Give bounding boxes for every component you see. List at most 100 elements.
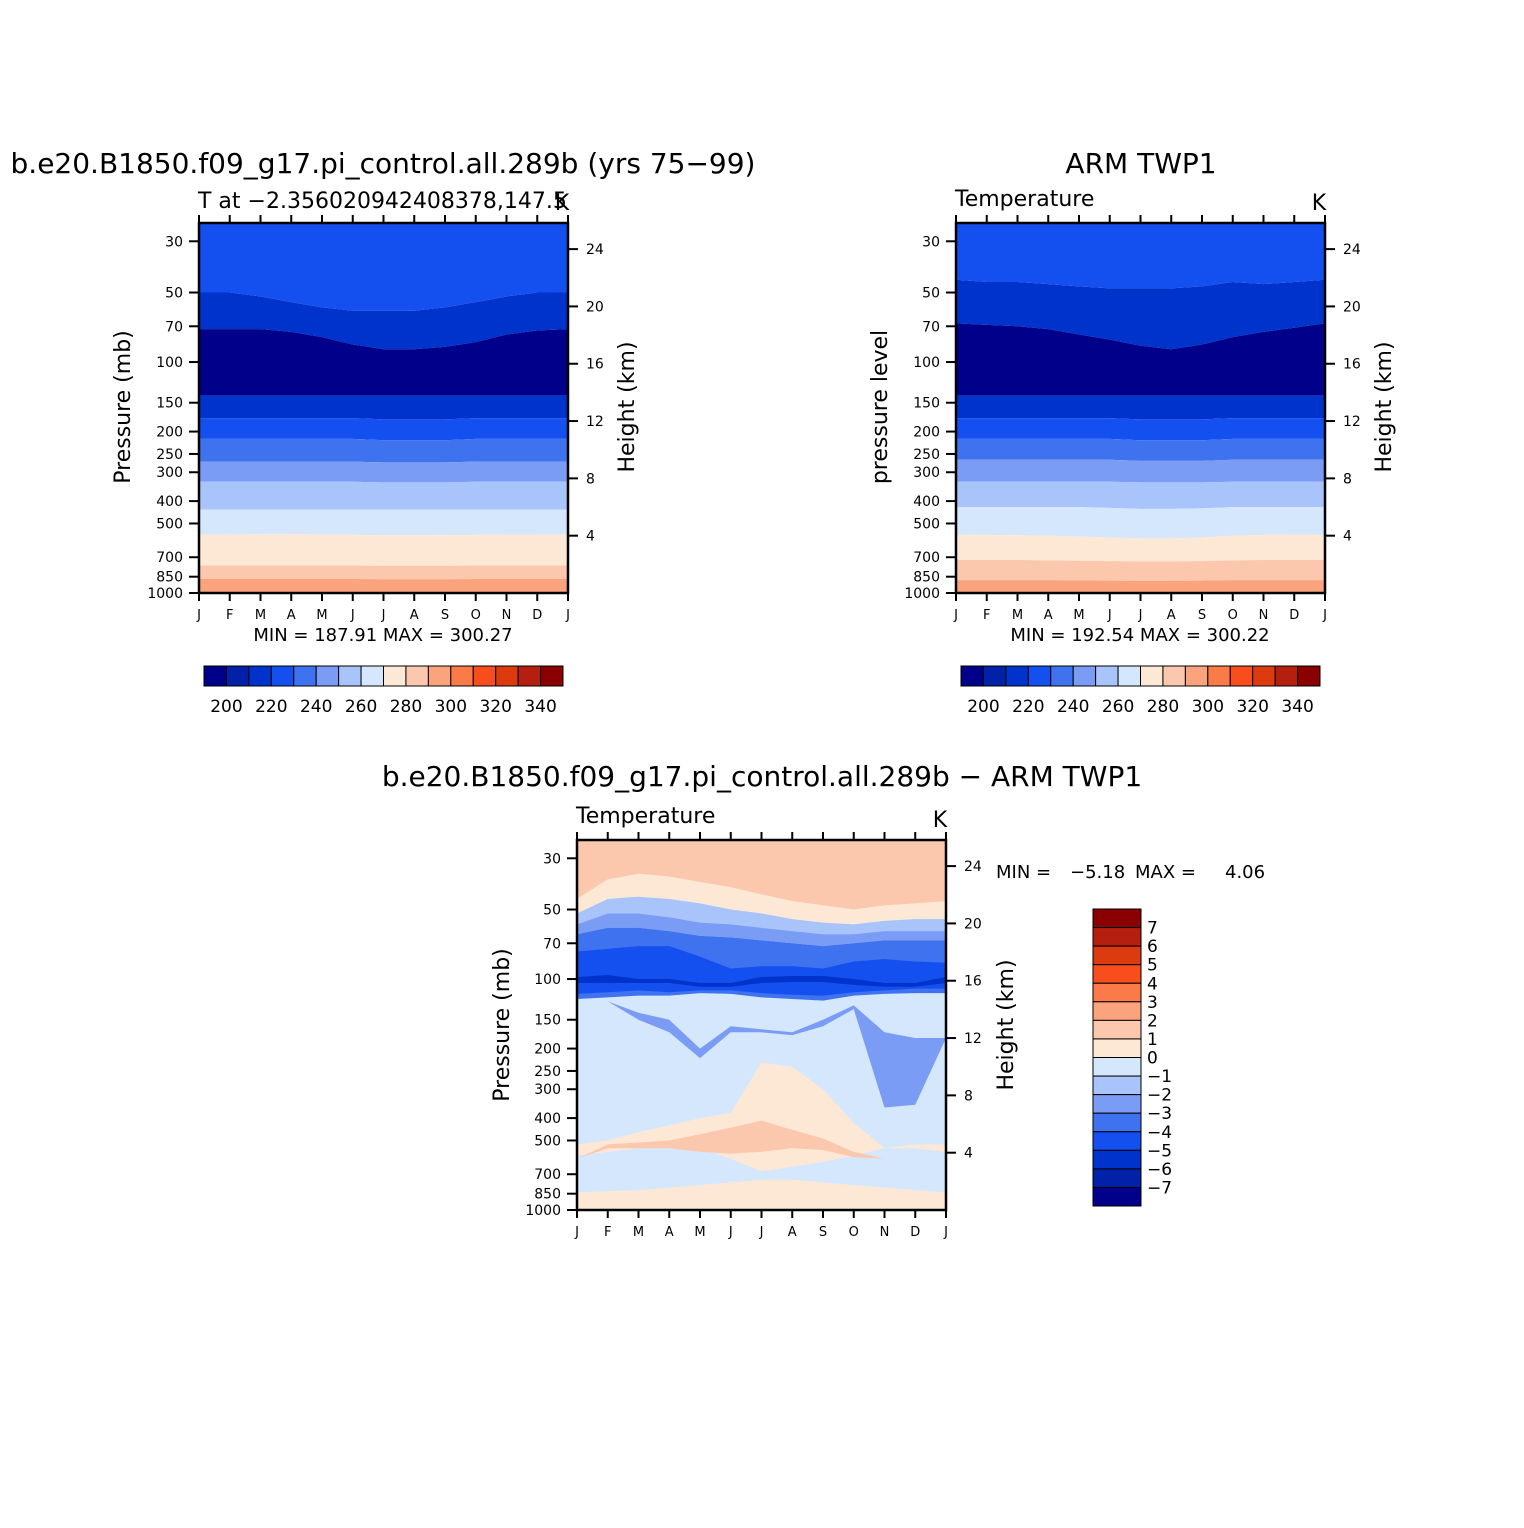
- colorbar-box: [1092, 982, 1142, 1003]
- y-tick-label: 250: [156, 447, 183, 463]
- obs-colorbar: 200 220 240 260 280 300 320 340: [960, 665, 1321, 717]
- colorbar-box: [1162, 665, 1186, 687]
- colorbar-box: [1092, 1186, 1142, 1207]
- colorbar-label: 220: [1012, 697, 1044, 717]
- colorbar-label: 7: [1147, 919, 1158, 939]
- colorbar-box: [1005, 665, 1029, 687]
- y2-tick-label: 8: [1343, 471, 1352, 487]
- x-tick-label: J: [1138, 608, 1143, 623]
- contour-band: [199, 418, 568, 441]
- colorbar-box: [383, 665, 407, 687]
- colorbar-box: [1092, 964, 1142, 984]
- obs-ylabel: pressure level: [868, 330, 893, 484]
- y-tick-label: 200: [534, 1042, 561, 1058]
- x-tick-label: J: [1107, 608, 1112, 623]
- y-tick-label: 1000: [147, 586, 183, 602]
- x-tick-label: J: [1322, 608, 1327, 623]
- colorbar-box: [1092, 1019, 1142, 1040]
- colorbar-label: 4: [1147, 974, 1158, 994]
- colorbar-box: [1184, 665, 1209, 687]
- colorbar-box: [1092, 1075, 1142, 1096]
- y2-tick-label: 16: [586, 357, 604, 373]
- contour-band: [956, 323, 1325, 396]
- x-tick-label: D: [910, 1225, 920, 1240]
- y-tick-label: 850: [534, 1187, 561, 1203]
- colorbar-label: 6: [1147, 937, 1158, 957]
- y-tick-label: 50: [922, 286, 940, 302]
- colorbar-box: [315, 665, 340, 687]
- contour-band: [199, 565, 568, 580]
- contour-band: [199, 292, 568, 350]
- diff-units: K: [933, 808, 948, 833]
- diff-y2label: Height (km): [994, 959, 1019, 1090]
- x-tick-label: F: [983, 608, 990, 623]
- y-tick-label: 70: [922, 319, 940, 335]
- y2-tick-label: 12: [586, 414, 604, 430]
- obs-plot: J F M A M J J A S O N D J 30 50 70 100 150 200 250 300 400 500…: [904, 215, 1361, 623]
- y-tick-label: 70: [543, 936, 561, 952]
- colorbar-label: −3: [1147, 1104, 1172, 1124]
- contour-band: [199, 438, 568, 463]
- model-stats: MIN = 187.91 MAX = 300.27: [253, 625, 512, 646]
- x-tick-label: S: [441, 608, 449, 623]
- y-tick-label: 70: [165, 319, 183, 335]
- colorbar-box: [1092, 945, 1142, 966]
- colorbar-box: [270, 665, 295, 687]
- colorbar-box: [1092, 1149, 1142, 1170]
- y-tick-label: 700: [913, 550, 940, 566]
- y2-tick-label: 20: [964, 916, 982, 932]
- colorbar-box: [338, 665, 362, 687]
- x-tick-label: J: [953, 608, 958, 623]
- contour-band: [199, 329, 568, 396]
- contour-band: [199, 509, 568, 536]
- obs-units: K: [1312, 191, 1327, 216]
- contour-band: [956, 481, 1325, 509]
- contour-band: [199, 579, 568, 593]
- colorbar-box: [1072, 665, 1097, 687]
- contour-band: [577, 1179, 946, 1210]
- diff-stats-min-label: MIN =: [996, 862, 1051, 883]
- contour-band: [956, 560, 1325, 581]
- x-tick-label: J: [381, 608, 386, 623]
- y2-tick-label: 8: [964, 1088, 973, 1104]
- model-ylabel: Pressure (mb): [111, 330, 136, 484]
- x-tick-label: O: [471, 608, 481, 623]
- model-units: K: [555, 191, 570, 216]
- y-tick-label: 150: [913, 396, 940, 412]
- colorbar-label: 260: [1102, 697, 1134, 717]
- x-tick-label: F: [604, 1225, 611, 1240]
- colorbar-label: 280: [1147, 697, 1179, 717]
- y2-tick-label: 4: [1343, 529, 1352, 545]
- colorbar-label: 240: [1057, 697, 1089, 717]
- diff-stats-max-label: MAX =: [1135, 862, 1196, 883]
- y-tick-label: 500: [913, 516, 940, 532]
- colorbar-label: −4: [1147, 1123, 1172, 1143]
- y-tick-label: 1000: [904, 586, 940, 602]
- x-tick-label: M: [694, 1225, 705, 1240]
- y-tick-label: 850: [913, 570, 940, 586]
- colorbar-label: 240: [300, 697, 332, 717]
- contour-band: [956, 223, 1325, 289]
- x-tick-label: A: [410, 608, 419, 623]
- contour-band: [577, 913, 946, 947]
- colorbar-box: [1092, 1168, 1142, 1188]
- y-tick-label: 400: [534, 1111, 561, 1127]
- colorbar-box: [1092, 1131, 1142, 1151]
- x-tick-label: M: [633, 1225, 644, 1240]
- contour-band: [956, 534, 1325, 562]
- colorbar-label: 320: [479, 697, 511, 717]
- y2-tick-label: 24: [586, 242, 604, 258]
- y-tick-label: 200: [156, 425, 183, 441]
- x-tick-label: S: [1198, 608, 1206, 623]
- y2-tick-label: 4: [586, 529, 595, 545]
- y-tick-label: 700: [534, 1167, 561, 1183]
- y-tick-label: 30: [165, 234, 183, 250]
- model-y2label: Height (km): [615, 341, 640, 472]
- colorbar-label: −7: [1147, 1178, 1172, 1198]
- colorbar-label: 340: [524, 697, 556, 717]
- contour-band: [199, 481, 568, 510]
- colorbar-box: [293, 665, 317, 687]
- contour-band: [956, 279, 1325, 350]
- colorbar-box: [1095, 665, 1119, 687]
- colorbar-label: 200: [967, 697, 999, 717]
